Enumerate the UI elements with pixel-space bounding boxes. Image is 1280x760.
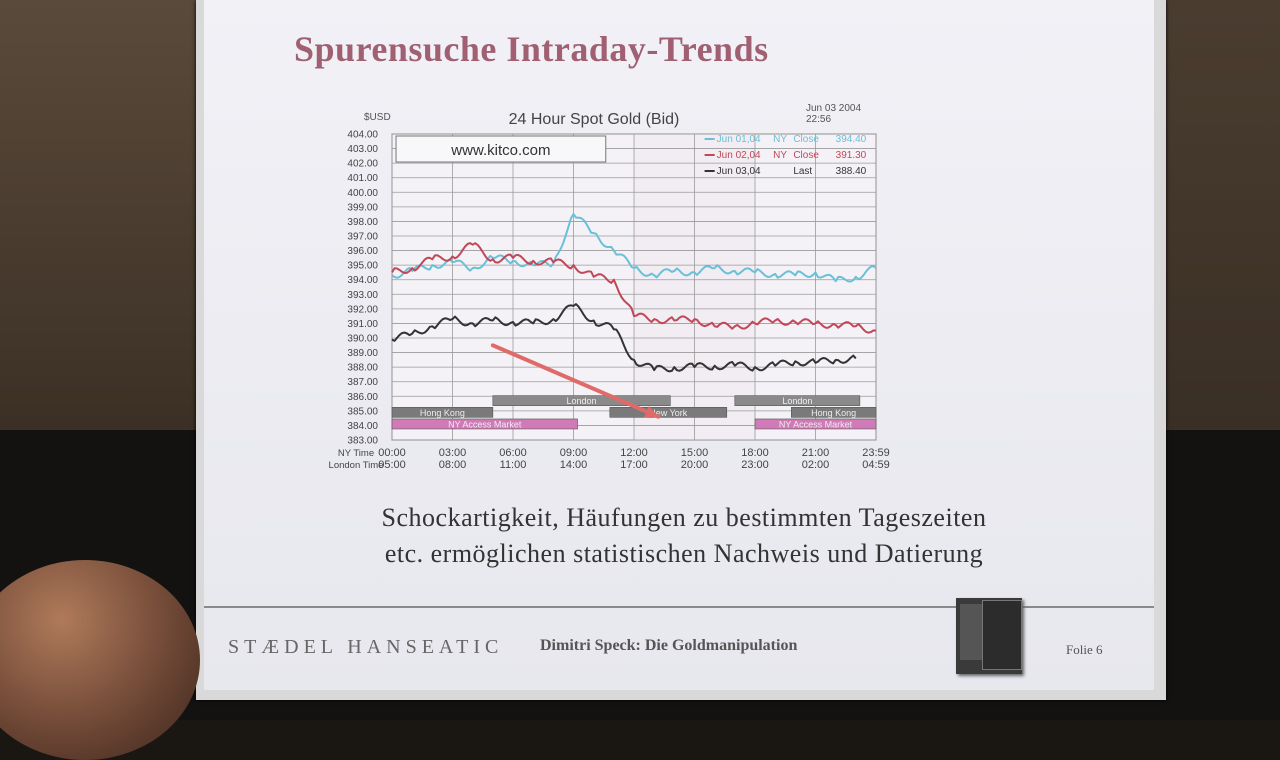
y-tick-label: 387.00 (347, 377, 378, 388)
gold-price-chart: 24 Hour Spot Gold (Bid) $USD Jun 03 2004… (294, 96, 914, 486)
y-tick-label: 392.00 (347, 304, 378, 315)
x-tick-label-ny: 00:00 (378, 447, 406, 459)
x-tick-label-london: 17:00 (620, 459, 648, 471)
legend-label: Jun 01,04 (717, 134, 761, 145)
chart-svg: 24 Hour Spot Gold (Bid) $USD Jun 03 2004… (329, 103, 890, 472)
plot-area: 404.00 403.00 402.00 401.00 400.00 399.00 398.… (329, 130, 890, 472)
legend-kind: NY (773, 134, 787, 145)
x-tick-label-london: 23:00 (741, 459, 769, 471)
y-tick-label: 398.00 (347, 217, 378, 228)
x-tick-label-london: 14:00 (560, 459, 588, 471)
slide-number: Folie 6 (1066, 642, 1103, 657)
y-tick-label: 402.00 (347, 159, 378, 170)
book-cover-front (982, 600, 1022, 670)
caption-line-1: Schockartigkeit, Häufungen zu bestimmten… (381, 503, 987, 532)
x-tick-label-ny: 03:00 (439, 447, 467, 459)
legend-value: 388.40 (836, 166, 867, 177)
legend-kind: NY (773, 150, 787, 161)
room-wall-right (1160, 0, 1280, 430)
session-bar (754, 418, 877, 430)
y-tick-label: 390.00 (347, 334, 378, 345)
x-tick-label-ny: 12:00 (620, 447, 648, 459)
x-tick-label-ny: 21:00 (802, 447, 830, 459)
legend-label: Jun 02,04 (717, 150, 761, 161)
y-tick-label: 388.00 (347, 363, 378, 374)
footer-brand-logo: STÆDEL HANSEATIC (228, 636, 504, 658)
x-tick-label-ny: 06:00 (499, 447, 527, 459)
y-tick-label: 404.00 (347, 130, 378, 141)
y-tick-label: 383.00 (347, 436, 378, 447)
y-tick-label: 403.00 (347, 144, 378, 155)
caption-line-2: etc. ermöglichen statistischen Nachweis … (384, 539, 984, 568)
session-bar (790, 407, 877, 418)
session-bar-label: Hong Kong (420, 408, 465, 418)
session-bar (391, 418, 578, 430)
session-bar-label: New York (649, 408, 688, 418)
chart-title: 24 Hour Spot Gold (Bid) (509, 111, 680, 128)
y-tick-label: 394.00 (347, 275, 378, 286)
y-tick-label: 399.00 (347, 202, 378, 213)
x-tick-label-ny: 09:00 (560, 447, 588, 459)
legend-status: Close (793, 150, 819, 161)
y-tick-label: 397.00 (347, 232, 378, 243)
x-axis-row-label-ny: NY Time (338, 448, 374, 459)
y-tick-label: 395.00 (347, 261, 378, 272)
series-line (391, 303, 857, 373)
y-axis-unit-label: $USD (364, 112, 391, 123)
footer-author: Dimitri Speck: Die Goldmanipulation (540, 637, 798, 654)
x-tick-label-london: 08:00 (439, 459, 467, 471)
legend-value: 391.30 (836, 150, 867, 161)
session-bar (492, 395, 671, 406)
session-bar (609, 407, 728, 418)
chart-time-label: 22:56 (806, 114, 831, 125)
x-tick-label-ny: 23:59 (862, 447, 890, 459)
y-tick-label: 396.00 (347, 246, 378, 257)
session-bar-label: Hong Kong (811, 408, 856, 418)
y-tick-label: 391.00 (347, 319, 378, 330)
legend-value: 394.40 (836, 134, 867, 145)
session-bar-label: NY Access Market (448, 419, 522, 429)
series-line (391, 213, 877, 283)
room-wall-left (0, 0, 200, 440)
x-tick-label-ny: 18:00 (741, 447, 769, 459)
y-tick-label: 385.00 (347, 406, 378, 417)
x-tick-label-london: 11:00 (500, 459, 527, 471)
presentation-slide: Spurensuche Intraday-Trends 24 Hour Spot… (204, 0, 1154, 690)
x-tick-label-ny: 15:00 (681, 447, 709, 459)
session-bar (391, 407, 494, 418)
x-tick-label-london: 05:00 (378, 459, 406, 471)
legend-status: Last (793, 166, 812, 177)
chart-date-label: Jun 03 2004 (806, 103, 861, 114)
session-bar (734, 395, 861, 406)
y-tick-label: 384.00 (347, 421, 378, 432)
x-tick-label-london: 04:59 (862, 459, 890, 471)
annotation-arrow-shaft (490, 343, 661, 419)
x-axis-row-label-london: London Time (329, 460, 384, 471)
legend-status: Close (793, 134, 819, 145)
series-line (391, 242, 877, 334)
watermark-text: www.kitco.com (450, 142, 550, 159)
book-cover-image (956, 598, 1022, 674)
session-bar-label: NY Access Market (779, 419, 853, 429)
y-tick-label: 389.00 (347, 348, 378, 359)
slide-title: Spurensuche Intraday-Trends (294, 29, 769, 69)
x-tick-label-london: 20:00 (681, 459, 709, 471)
watermark-box (395, 135, 607, 163)
x-tick-label-london: 02:00 (802, 459, 830, 471)
y-tick-label: 393.00 (347, 290, 378, 301)
legend-label: Jun 03,04 (717, 166, 761, 177)
y-tick-label: 401.00 (347, 173, 378, 184)
y-tick-label: 400.00 (347, 188, 378, 199)
annotation-arrow-head (644, 406, 659, 418)
slide-caption: Schockartigkeit, Häufungen zu bestimmten… (304, 500, 1064, 572)
session-bar-label: London (782, 396, 812, 406)
y-tick-label: 386.00 (347, 392, 378, 403)
footer-divider (204, 606, 1154, 608)
session-bar-label: London (567, 396, 597, 406)
